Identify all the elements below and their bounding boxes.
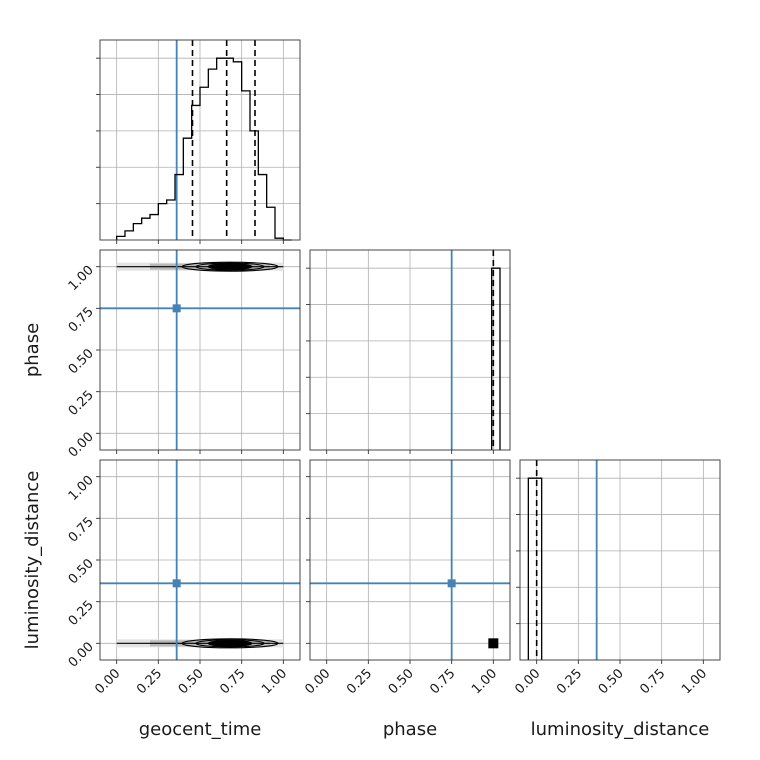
x-tick-label-2: 0.50 [386, 666, 417, 697]
histogram-step [116, 57, 292, 241]
panel-border [99, 249, 301, 451]
y-tick-label-0: 0.00 [66, 430, 97, 461]
x-tick-label-2: 0.50 [596, 666, 627, 697]
panel-phase-hist [306, 249, 511, 454]
truth-point [172, 579, 181, 588]
panel-luminosity-distance-hist: 0.00 0.25 0.50 0.75 1.00 [512, 459, 721, 697]
panel-border [99, 459, 301, 661]
histogram-step [491, 267, 501, 450]
x-tick-label-0: 0.00 [512, 666, 543, 697]
histogram-step [527, 477, 543, 660]
panel-geocent-time-vs-luminosity-distance: 0.00 0.25 0.50 0.75 1.00 0.00 0.25 0.50 0.75 1.00 [66, 459, 301, 697]
panel-geocent-time-vs-phase: 0.00 0.25 0.50 0.75 1.00 [66, 249, 301, 461]
y-tick-label-2: 0.50 [66, 556, 97, 587]
y-tick-label-3: 0.75 [66, 305, 97, 336]
y-tick-label-4: 1.00 [66, 263, 97, 294]
x-tick-label-1: 0.25 [344, 666, 375, 697]
y-tick-label-3: 0.75 [66, 515, 97, 546]
density-point [488, 638, 499, 649]
panel-phase-vs-luminosity-distance: 0.00 0.25 0.50 0.75 1.00 [302, 459, 511, 697]
truth-point [172, 304, 181, 313]
x-tick-label-3: 0.75 [427, 666, 458, 697]
x-tick-label-3: 0.75 [637, 666, 668, 697]
y-tick-label-0: 0.00 [66, 640, 97, 671]
truth-point [447, 579, 456, 588]
x-tick-label-0: 0.00 [302, 666, 333, 697]
y-tick-label-4: 1.00 [66, 473, 97, 504]
x-tick-label-4: 1.00 [259, 666, 290, 697]
y-tick-label-1: 0.25 [66, 388, 97, 419]
axis-labels: geocent_time phase luminosity_distancephas… [22, 323, 709, 740]
panels: 0.00 0.25 0.50 0.75 1.00 0.00 0.25 0.50 0.75 1.00… [66, 39, 721, 697]
panel-geocent-time-hist [96, 39, 301, 244]
x-tick-label-2: 0.50 [176, 666, 207, 697]
y-tick-label-1: 0.25 [66, 598, 97, 629]
panel-border [99, 39, 301, 241]
x-tick-label-4: 1.00 [679, 666, 710, 697]
x-tick-label-3: 0.75 [217, 666, 248, 697]
x-axis-label-luminosity-distance: luminosity_distance [531, 719, 710, 740]
panel-border [309, 459, 511, 661]
panel-border [519, 459, 721, 661]
y-tick-label-2: 0.50 [66, 346, 97, 377]
x-axis-label-geocent-time: geocent_time [139, 719, 262, 740]
x-axis-label-phase: phase [383, 719, 437, 740]
panel-border [309, 249, 511, 451]
y-axis-label-phase: phase [22, 323, 43, 377]
y-axis-label-luminosity-distance: luminosity_distance [22, 471, 43, 650]
x-tick-label-1: 0.25 [134, 666, 165, 697]
x-tick-label-0: 0.00 [92, 666, 123, 697]
x-tick-label-1: 0.25 [554, 666, 585, 697]
x-tick-label-4: 1.00 [469, 666, 500, 697]
